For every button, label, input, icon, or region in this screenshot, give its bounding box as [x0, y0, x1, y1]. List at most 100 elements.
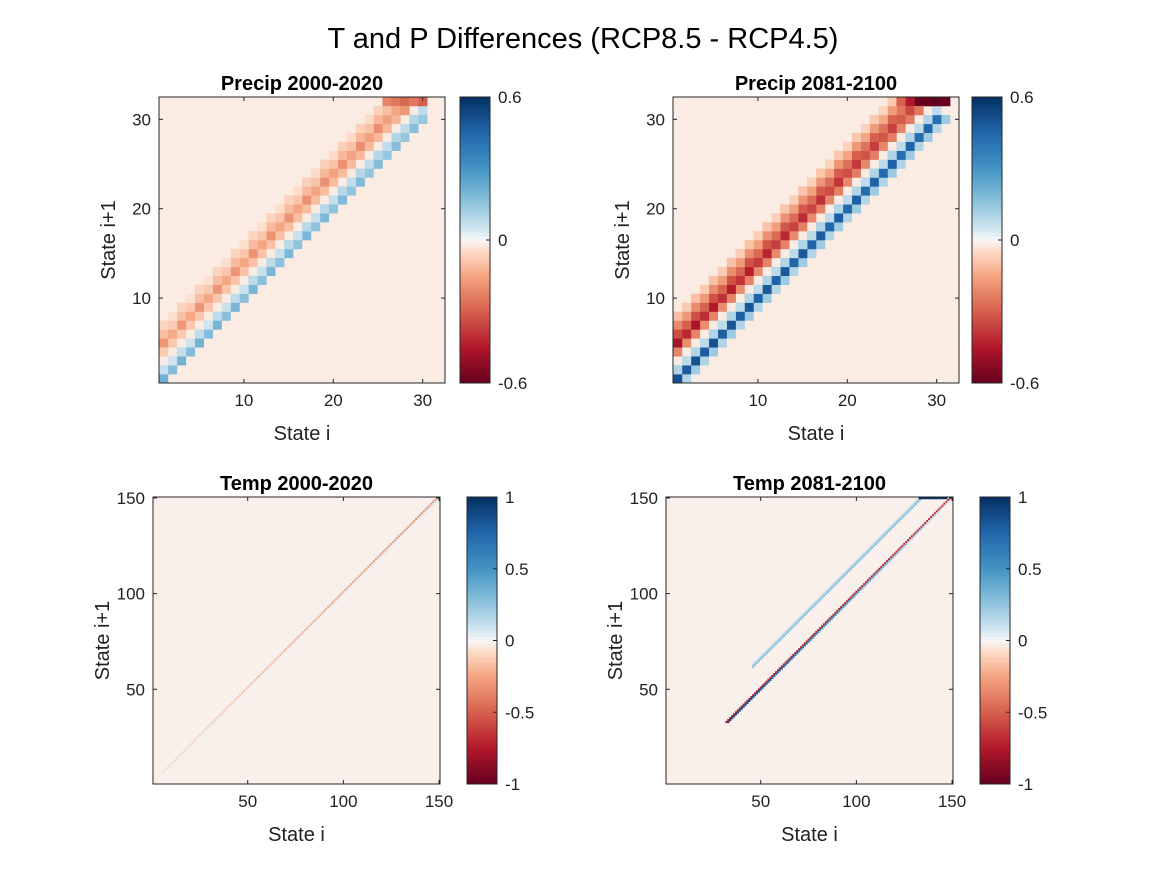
heatmap-cell: [870, 544, 873, 548]
heatmap-cell: [395, 537, 399, 540]
heatmap-cell: [185, 320, 196, 330]
heatmap-cell: [342, 592, 345, 595]
heatmap-cell: [307, 627, 311, 630]
heatmap-cell: [256, 676, 259, 680]
heatmap-cell: [790, 627, 793, 630]
heatmap-cell: [923, 132, 933, 142]
heatmap-cell: [736, 709, 739, 712]
heatmap-cell: [918, 529, 921, 532]
heatmap-cell: [681, 320, 692, 330]
heatmap-cell: [866, 548, 870, 551]
heatmap-cell: [342, 590, 345, 593]
heatmap-cell: [681, 356, 692, 366]
heatmap-cell: [315, 619, 318, 622]
heatmap-cell: [403, 529, 406, 532]
heatmap-cell: [788, 659, 791, 662]
colorbar-segment: [980, 658, 1010, 663]
heatmap-cell: [325, 607, 328, 611]
heatmap-cell: [761, 653, 764, 657]
heatmap-cell: [281, 651, 284, 655]
heatmap-cell: [866, 550, 870, 553]
heatmap-cell: [816, 222, 826, 232]
heatmap-cell: [337, 195, 347, 205]
colorbar-segment: [972, 375, 1002, 380]
heatmap-cell: [924, 521, 927, 525]
heatmap-cell: [813, 604, 816, 607]
heatmap-cell: [189, 745, 192, 748]
heatmap-cell: [673, 329, 683, 339]
colorbar-segment: [467, 640, 497, 645]
heatmap-cell: [355, 141, 365, 151]
colorbar-segment: [980, 633, 1010, 638]
colorbar-segment: [972, 265, 1002, 269]
colorbar-segment: [467, 636, 497, 641]
colorbar-segment: [972, 118, 1002, 123]
heatmap-cell: [690, 320, 701, 330]
heatmap-cell: [869, 132, 879, 142]
heatmap-cell: [203, 320, 213, 330]
heatmap-cell: [348, 585, 351, 588]
heatmap-cell: [401, 531, 404, 534]
heatmap-cell: [279, 653, 282, 657]
heatmap-cell: [822, 625, 826, 628]
colorbar-segment: [460, 232, 490, 237]
heatmap-cell: [170, 762, 173, 766]
x-axis-label: State i: [781, 824, 838, 846]
heatmap-cell: [194, 338, 204, 348]
heatmap-cell: [903, 542, 906, 546]
y-axis-label: State i+1: [98, 200, 120, 280]
heatmap-cell: [348, 586, 351, 590]
heatmap-cell: [239, 240, 249, 250]
colorbar-segment: [460, 322, 490, 327]
heatmap-cell: [373, 562, 376, 565]
heatmap-cell: [284, 204, 294, 214]
heatmap-cell: [763, 651, 766, 655]
colorbar-segment: [980, 536, 1010, 541]
colorbar-segment: [980, 572, 1010, 577]
heatmap-cell: [332, 602, 336, 605]
colorbar-segment: [980, 579, 1010, 584]
heatmap-cell: [845, 600, 849, 603]
heatmap-cell: [824, 213, 835, 223]
heatmap-cell: [727, 718, 730, 722]
heatmap-cell: [807, 638, 810, 641]
heatmap-cell: [397, 535, 401, 538]
x-tick-label: 30: [927, 391, 946, 410]
heatmap-cell: [257, 222, 267, 232]
heatmap-cell: [391, 132, 401, 142]
heatmap-cell: [235, 699, 238, 703]
heatmap-cell: [415, 518, 418, 521]
heatmap-cell: [364, 141, 374, 151]
heatmap-cell: [418, 516, 422, 519]
heatmap-cell: [263, 671, 267, 674]
heatmap-cell: [244, 690, 248, 693]
heatmap-cell: [833, 222, 844, 232]
colorbar-segment: [980, 726, 1010, 731]
heatmap-cell: [794, 621, 797, 624]
heatmap-cell: [338, 596, 341, 599]
heatmap-cell: [910, 506, 914, 509]
heatmap-cell: [775, 673, 778, 676]
heatmap-cell: [933, 497, 937, 500]
heatmap-cell: [780, 257, 790, 268]
heatmap-cell: [771, 284, 781, 294]
colorbar-segment: [460, 150, 490, 155]
colorbar-segment: [460, 340, 490, 345]
colorbar-segment: [467, 550, 497, 555]
colorbar-segment: [460, 122, 490, 127]
heatmap-cell: [799, 648, 803, 651]
heatmap-cell: [432, 500, 435, 504]
colorbar-segment: [460, 168, 490, 173]
colorbar-segment: [972, 136, 1002, 141]
heatmap-cell: [284, 195, 294, 205]
colorbar-segment: [460, 182, 490, 187]
heatmap-cell: [409, 123, 419, 134]
colorbar-segment: [972, 218, 1002, 223]
heatmap-cell: [926, 521, 929, 525]
heatmap-cell: [896, 141, 906, 151]
heatmap-cell: [842, 168, 853, 178]
colorbar-segment: [972, 232, 1002, 237]
heatmap-cell: [876, 541, 879, 544]
heatmap-cell: [373, 159, 383, 169]
heatmap-cell: [241, 694, 244, 697]
